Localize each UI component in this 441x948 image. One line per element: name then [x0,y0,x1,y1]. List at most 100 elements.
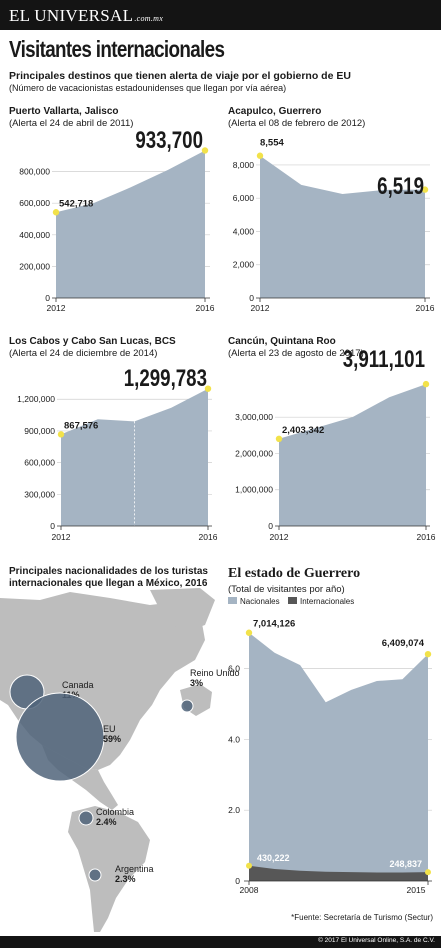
x-tick-label: 2016 [199,532,218,542]
footer-bar: © 2017 El Universal Online, S.A. de C.V. [0,936,441,948]
end-value-label: 933,700 [135,127,203,154]
masthead: EL UNIVERSAL.com.mx [0,0,441,30]
start-value-label: 867,576 [64,420,98,431]
y-tick-label: 0 [45,293,50,303]
start-point-dot [256,152,264,159]
bubble-label-value: 2.3% [115,874,136,884]
page-title: Visitantes internacionales [9,36,225,62]
bubble-argentina [88,868,102,882]
map-title-line2: internacionales que llegan a México, 201… [9,578,208,589]
chart-title-guerrero: El estado de Guerrero [228,566,361,581]
x-tick-label: 2008 [240,885,259,895]
y-tick-label: 1,200,000 [17,394,55,404]
copyright-text: © 2017 El Universal Online, S.A. de C.V. [318,937,435,944]
bubble-label-value: 59% [103,734,121,744]
y-tick-label: 0 [249,293,254,303]
y-tick-label: 8,000 [233,160,255,170]
y-tick-label: 600,000 [19,198,50,208]
y-tick-label: 200,000 [19,261,50,271]
end-point-dot [421,186,429,193]
y-tick-label: 300,000 [24,489,55,499]
legend-swatch-internacionales [288,597,297,604]
area-series [61,388,208,526]
end-value-label-internacionales: 248,837 [389,859,422,869]
x-tick-label: 2012 [251,303,270,313]
y-tick-label: 2.0 [228,805,240,815]
chart-note-cabos: (Alerta el 24 de diciembre de 2014) [9,348,158,359]
chart-note-cancun: (Alerta el 23 de agosto de 2017) [228,348,364,359]
y-tick-label: 0 [50,521,55,531]
start-point-dot [57,431,65,438]
end-point-dot [201,147,209,154]
end-value-label: 1,299,783 [124,365,207,392]
brand-logo[interactable]: EL UNIVERSAL.com.mx [9,6,164,25]
bubble-label-name: Argentina [115,864,154,874]
y-tick-label: 800,000 [19,167,50,177]
y-tick-label: 6.0 [228,664,240,674]
y-tick-label: 0 [235,876,240,886]
area-series-internacionales [249,865,428,881]
y-tick-label: 3,000,000 [235,412,273,422]
y-tick-label: 6,000 [233,193,255,203]
start-point-dot [52,209,60,216]
map-south-america [68,806,150,932]
page-subtitle: Principales destinos que tienen alerta d… [9,70,351,82]
legend-label-internacionales: Internacionales [300,597,354,606]
legend-swatch-nacionales [228,597,237,604]
x-tick-label: 2016 [417,532,436,542]
start-point-dot [245,629,253,636]
area-series [279,384,426,526]
chart-title-vallarta: Puerto Vallarta, Jalisco [9,106,119,117]
x-tick-label: 2012 [270,532,289,542]
chart-note-guerrero: (Total de visitantes por año) [228,584,345,595]
bubble-reino-unido [180,699,194,713]
end-value-label: 6,409,074 [382,638,425,649]
y-tick-label: 2,000,000 [235,448,273,458]
chart-title-acapulco: Acapulco, Guerrero [228,106,322,117]
end-point-dot [424,650,432,658]
bubble-label-name: Canada [62,680,94,690]
bubble-label-name: Reino Unido [190,668,240,678]
y-tick-label: 400,000 [19,230,50,240]
x-tick-label: 2012 [52,532,71,542]
area-series [56,150,205,298]
y-tick-label: 4,000 [233,226,255,236]
bubble-colombia [78,810,94,826]
x-tick-label: 2012 [47,303,66,313]
end-point-dot [204,385,212,392]
bubble-eu [15,692,105,782]
y-tick-label: 1,000,000 [235,485,273,495]
bubble-label-value: 2.4% [96,817,117,827]
bubble-label-value: 3% [190,678,203,688]
x-tick-label: 2016 [416,303,435,313]
y-tick-label: 600,000 [24,458,55,468]
y-tick-label: 0 [268,521,273,531]
end-value-label: 6,519 [377,173,424,200]
x-tick-label: 2015 [407,885,426,895]
chart-title-cabos: Los Cabos y Cabo San Lucas, BCS [9,336,176,347]
chart-note-vallarta: (Alerta el 24 de abril de 2011) [9,118,134,129]
y-tick-label: 2,000 [233,260,255,270]
start-point-dot [275,435,283,443]
y-tick-label: 900,000 [24,426,55,436]
bubble-label-name: EU [103,724,116,734]
x-tick-label: 2016 [196,303,215,313]
end-point-dot [422,380,430,388]
chart-note-acapulco: (Alerta el 08 de febrero de 2012) [228,118,366,129]
source-note: *Fuente: Secretaría de Turismo (Sectur) [291,913,433,922]
legend-label-nacionales: Nacionales [240,597,280,606]
map-title-line1: Principales nacionalidades de los turist… [9,566,208,577]
chart-title-cancun: Cancún, Quintana Roo [228,336,336,347]
page-subnote: (Número de vacacionistas estadounidenses… [9,83,287,93]
start-value-label: 8,554 [260,138,284,149]
area-series [260,155,425,298]
area-series-nacionales [249,632,428,881]
map-greenland [150,588,215,632]
start-point-dot-internacionales [246,862,252,869]
end-point-dot-internacionales [425,869,431,876]
start-value-label: 7,014,126 [253,619,295,630]
end-value-label: 3,911,101 [343,346,425,373]
start-value-label: 2,403,342 [282,425,324,436]
start-value-label: 542,718 [59,198,93,209]
